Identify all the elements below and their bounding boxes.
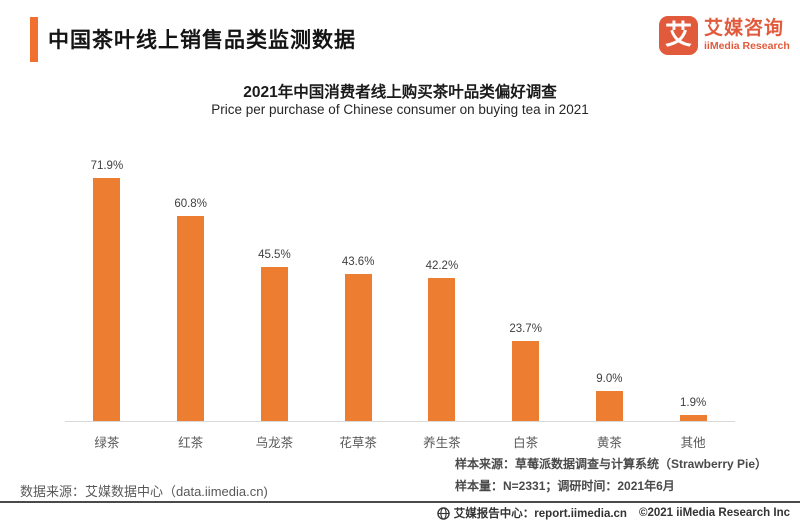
bar-group: 45.5% 乌龙茶 xyxy=(233,141,317,451)
category-label: 红茶 xyxy=(178,436,204,450)
data-source-note: 数据来源：艾媒数据中心（data.iimedia.cn) xyxy=(20,484,268,499)
bar-group: 42.2% 养生茶 xyxy=(400,141,484,451)
chart-title: 2021年中国消费者线上购买茶叶品类偏好调查 xyxy=(243,84,557,101)
bar-value-label: 71.9% xyxy=(90,160,124,172)
category-label: 花草茶 xyxy=(339,436,377,450)
bar-养生茶 xyxy=(428,278,456,421)
page-title: 中国茶叶线上销售品类监测数据 xyxy=(48,29,356,52)
footer-copyright: ©2021 iiMedia Research Inc xyxy=(638,507,790,519)
bar-value-label: 45.5% xyxy=(258,249,291,262)
bar-花草茶 xyxy=(344,273,372,421)
iimedia-logo-icon: 艾 xyxy=(659,16,698,55)
bar-其他 xyxy=(679,414,707,421)
chart-subtitle: Price per purchase of Chinese consumer o… xyxy=(211,102,589,117)
title-accent-bar xyxy=(30,17,38,62)
category-label: 绿茶 xyxy=(94,436,120,450)
logo-name-en: iiMedia Research xyxy=(704,39,790,52)
bar-value-label: 1.9% xyxy=(680,396,707,409)
bar-plot: 71.9% 绿茶 60.8% 红茶 45.5% 乌龙茶 43.6% 花草茶 42.2% 养生茶 23… xyxy=(65,141,735,451)
logo-name-cn: 艾媒咨询 xyxy=(704,17,785,39)
bar-value-label: 43.6% xyxy=(341,255,375,268)
bar-value-label: 23.7% xyxy=(509,322,542,335)
sample-notes: 样本来源：草莓派数据调查与计算系统（Strawberry Pie） 样本量：N=… xyxy=(455,453,767,497)
bar-黄茶 xyxy=(595,390,623,421)
bar-value-label: 42.2% xyxy=(425,260,459,273)
bar-group: 1.9% 其他 xyxy=(651,141,735,451)
footer-report-center: 艾媒报告中心：report.iimedia.cn xyxy=(453,508,627,520)
bar-group: 60.8% 红茶 xyxy=(149,141,233,451)
category-label: 白茶 xyxy=(513,436,539,450)
bar-group: 43.6% 花草茶 xyxy=(316,141,400,451)
sample-size-note: 样本量：N=2331；调研时间：2021年6月 xyxy=(455,479,675,493)
bar-group: 23.7% 白茶 xyxy=(484,141,568,451)
iimedia-logo: 艾 艾媒咨询 iiMedia Research xyxy=(659,16,790,55)
globe-icon xyxy=(437,506,450,520)
bar-绿茶 xyxy=(93,178,121,421)
category-label: 其他 xyxy=(680,436,706,450)
footer-divider xyxy=(0,501,800,503)
bar-group: 71.9% 绿茶 xyxy=(65,141,149,451)
bar-红茶 xyxy=(177,215,205,421)
bar-value-label: 9.0% xyxy=(596,372,623,385)
category-label: 乌龙茶 xyxy=(255,436,294,450)
category-label: 黄茶 xyxy=(596,436,622,450)
bar-group: 9.0% 黄茶 xyxy=(568,141,652,451)
iimedia-logo-text: 艾媒咨询 iiMedia Research xyxy=(704,17,790,52)
sample-source-note: 样本来源：草莓派数据调查与计算系统（Strawberry Pie） xyxy=(455,457,768,471)
footer: 艾媒报告中心：report.iimedia.cn ©2021 iiMedia R… xyxy=(437,505,790,521)
bar-乌龙茶 xyxy=(260,267,288,421)
category-label: 养生茶 xyxy=(423,436,461,450)
x-axis-line xyxy=(65,421,735,422)
bar-白茶 xyxy=(512,340,540,421)
bar-value-label: 60.8% xyxy=(174,197,207,210)
